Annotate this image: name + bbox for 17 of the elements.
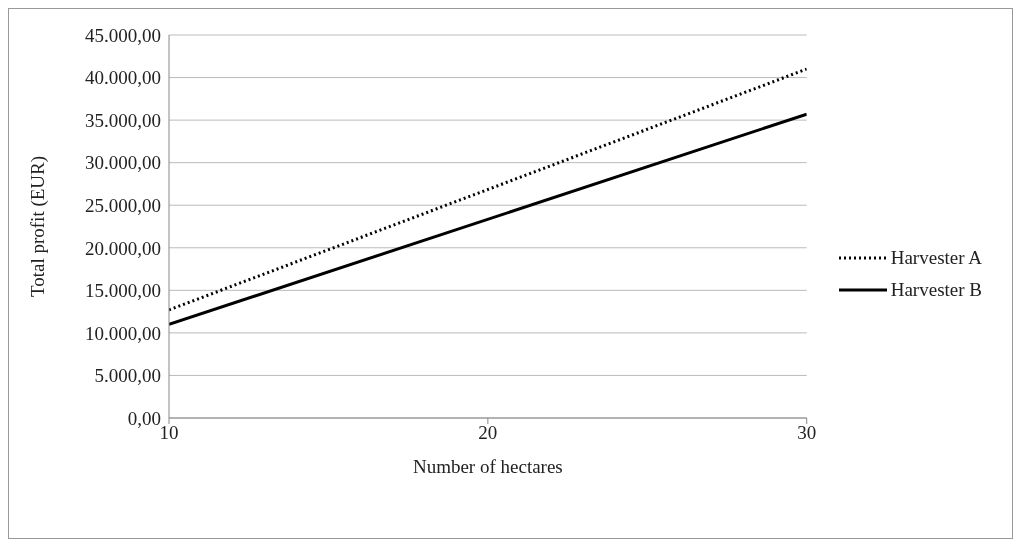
- y-tick-label: 40.000,00: [85, 67, 161, 89]
- x-tick-label: 20: [478, 422, 498, 444]
- x-tick-label: 30: [797, 422, 817, 444]
- y-tick-label: 30.000,00: [85, 152, 161, 174]
- y-tick-label: 0,00: [127, 407, 161, 429]
- y-tick-label: 35.000,00: [85, 109, 161, 131]
- y-tick-label: 20.000,00: [85, 237, 161, 259]
- y-axis-title: Total profit (EUR): [26, 155, 49, 298]
- x-tick-label: 10: [159, 422, 179, 444]
- y-tick-label: 25.000,00: [85, 194, 161, 216]
- x-axis-title: Number of hectares: [412, 456, 563, 477]
- y-tick-label: 15.000,00: [85, 280, 161, 302]
- y-tick-label: 5.000,00: [94, 365, 161, 387]
- legend-label: Harvester A: [890, 246, 982, 269]
- y-tick-label: 10.000,00: [85, 322, 161, 344]
- y-tick-label: 45.000,00: [85, 24, 161, 46]
- legend-label: Harvester B: [890, 278, 982, 301]
